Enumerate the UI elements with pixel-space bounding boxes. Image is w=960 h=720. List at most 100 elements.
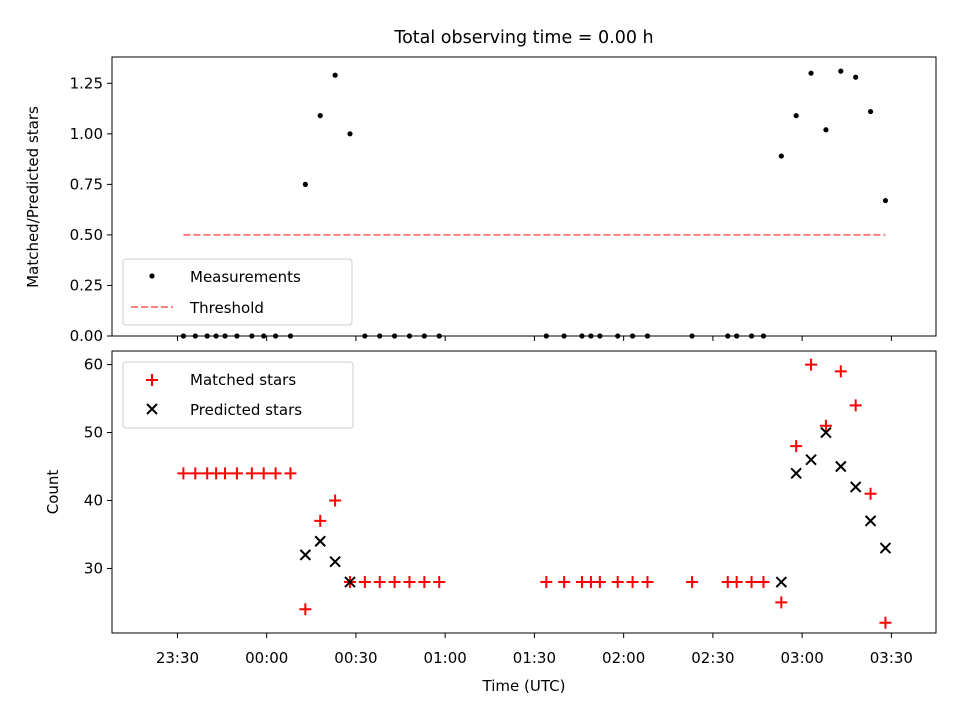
matched-star-point [757, 576, 770, 589]
measurement-point [867, 108, 874, 115]
legend-measurements-marker [149, 273, 155, 279]
matched-star-point [284, 467, 297, 480]
predicted-star-point [805, 454, 817, 466]
measurement-point [778, 153, 784, 159]
matched-star-point [418, 576, 431, 589]
x-tick-label: 01:00 [424, 649, 467, 667]
predicted-star-point [835, 460, 847, 473]
chart-title: Total observing time = 0.00 h [393, 28, 653, 48]
top-legend: Measurements Threshold [122, 258, 353, 326]
x-tick-label: 02:30 [691, 649, 734, 667]
matched-star-point [433, 576, 446, 589]
matched-star-point [373, 576, 386, 589]
top-panel: 0.00 0.25 0.50 0.75 1.00 1.25 Matched/Predict… [24, 56, 937, 345]
matched-star-point [626, 576, 639, 589]
x-tick-label: 03:00 [781, 649, 824, 667]
top-y-tick-label: 0.50 [70, 226, 103, 244]
x-tick-label: 00:30 [334, 649, 377, 667]
measurement-point [347, 131, 353, 137]
bottom-panel: 30 40 50 60 23:30 00:00 00:30 01:00 01:30 02:00 0… [44, 350, 937, 695]
x-axis-label: Time (UTC) [482, 677, 566, 695]
predicted-star-point [864, 515, 877, 527]
matched-star-point [230, 467, 243, 480]
x-tick-label: 02:00 [602, 649, 645, 667]
top-y-tick-label: 1.00 [70, 125, 103, 143]
top-y-tick-label: 0.00 [70, 327, 103, 345]
matched-star-point [269, 467, 282, 480]
matched-star-point [641, 576, 654, 589]
matched-star-point [745, 576, 758, 589]
legend-predicted-marker [146, 403, 158, 415]
predicted-star-point [820, 426, 832, 439]
matched-star-point [403, 576, 416, 589]
top-y-tick-label: 1.25 [70, 74, 103, 92]
matched-star-point [257, 467, 270, 480]
predicted-star-point [849, 481, 862, 493]
bottom-y-ticks: 30 40 50 60 [84, 356, 112, 577]
measurement-point [332, 72, 338, 78]
measurement-point [808, 70, 814, 76]
bottom-axes-frame [111, 350, 937, 634]
matched-star-point [611, 576, 624, 589]
matched-star-point [879, 616, 892, 629]
matched-star-point [864, 487, 877, 500]
matched-star-point [819, 419, 832, 432]
matched-star-point [299, 603, 312, 616]
matched-star-point [686, 576, 699, 589]
measurement-point [317, 113, 323, 119]
predicted-star-point [299, 549, 312, 561]
top-x-ticks [176, 336, 892, 341]
matched-star-point [245, 467, 258, 480]
matched-star-point [730, 576, 743, 589]
matched-star-point [189, 467, 202, 480]
matched-star-point [558, 576, 571, 589]
measurement-point [882, 197, 889, 204]
top-y-tick-label: 0.25 [70, 276, 103, 294]
matched-star-point [219, 467, 232, 480]
matched-star-point [790, 440, 803, 453]
bottom-x-ticks: 23:30 00:00 00:30 01:00 01:30 02:00 02:30 03:00… [156, 633, 913, 667]
matched-star-point [314, 514, 327, 527]
matched-star-point [540, 576, 553, 589]
matched-star-point [358, 576, 371, 589]
matched-star-point [177, 467, 190, 480]
matched-star-point [329, 494, 342, 507]
predicted-star-point [775, 576, 788, 588]
matched-star-point [834, 365, 847, 378]
legend-predicted-label: Predicted stars [190, 401, 302, 419]
x-tick-label: 03:30 [870, 649, 913, 667]
measurement-point [823, 127, 829, 133]
legend-matched-label: Matched stars [190, 371, 296, 389]
legend-matched-marker [146, 374, 158, 386]
measurement-point [853, 74, 859, 80]
measurement-point [793, 113, 799, 119]
matched-star-point [775, 596, 788, 609]
bottom-legend: Matched stars Predicted stars [122, 361, 354, 429]
top-y-axis-label: Matched/Predicted stars [24, 106, 42, 288]
matched-star-point [849, 399, 862, 412]
bottom-y-tick-label: 50 [84, 424, 103, 442]
top-legend-box [122, 258, 353, 326]
predicted-star-point [879, 542, 892, 554]
matched-star-point [805, 358, 818, 371]
bottom-legend-box [122, 361, 354, 429]
top-axes-frame [111, 56, 937, 337]
top-y-ticks: 0.00 0.25 0.50 0.75 1.00 1.25 [70, 74, 112, 345]
x-tick-label: 00:00 [245, 649, 288, 667]
x-tick-label: 23:30 [156, 649, 199, 667]
measurement-point [302, 181, 308, 187]
matched-star-point [593, 576, 606, 589]
bottom-y-tick-label: 30 [84, 559, 103, 577]
bottom-marks [177, 358, 892, 629]
predicted-star-point [329, 555, 341, 568]
top-y-tick-label: 0.75 [70, 175, 103, 193]
legend-threshold-label: Threshold [189, 299, 264, 317]
x-tick-label: 01:30 [513, 649, 556, 667]
predicted-star-point [314, 535, 326, 547]
predicted-star-point [790, 467, 802, 480]
bottom-y-axis-label: Count [44, 470, 62, 515]
bottom-y-tick-label: 60 [84, 356, 103, 374]
bottom-y-tick-label: 40 [84, 491, 103, 509]
measurement-point [838, 68, 844, 74]
